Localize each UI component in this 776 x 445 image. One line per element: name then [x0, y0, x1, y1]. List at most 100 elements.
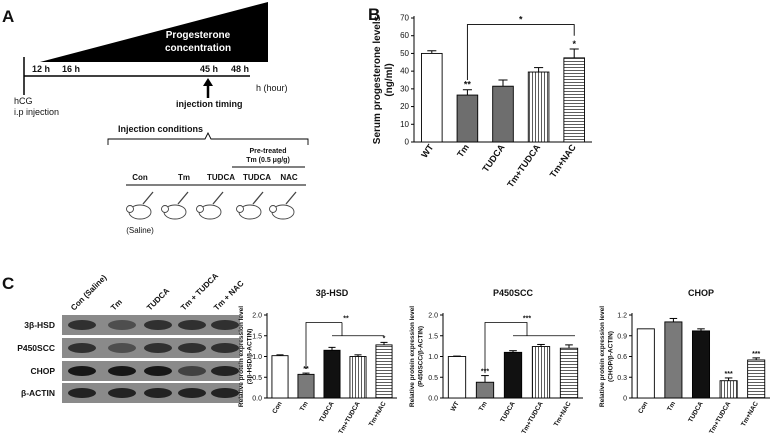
blot-band	[178, 343, 206, 353]
chart-serum-progesterone-ytick-label: 70	[400, 14, 409, 23]
chart-3b-hsd-bar	[323, 349, 341, 399]
chart-serum-progesterone-ytick-label: 40	[400, 67, 409, 76]
chart-serum-progesterone: 0 10 20 30 40 50 60 70 Serum progesterone levels…	[372, 14, 592, 189]
blot-bands	[62, 315, 240, 403]
concentration-label-2: concentration	[165, 43, 231, 54]
chart-p450scc-bar	[447, 356, 467, 399]
chart-chop-ytick-label: 1.2	[617, 313, 627, 320]
group-label-pre-nac: NAC	[280, 173, 298, 182]
blot-row-label: CHOP	[30, 366, 55, 376]
chart-p450scc-bar	[559, 347, 579, 399]
blot-band	[68, 366, 96, 376]
chart-3b-hsd-bracket	[305, 322, 342, 369]
chart-chop-category-label: Tm+TUDCA	[708, 400, 732, 435]
chart-chop-ytick-label: 0.9	[617, 333, 627, 340]
chart-chop-ytick-label: 0	[623, 396, 627, 403]
chart-3b-hsd-ytick-label: 0.5	[252, 375, 262, 382]
blot-band	[108, 366, 136, 376]
blot-row-label: 3β-HSD	[24, 320, 55, 330]
chart-p450scc-category-label: Tm+NAC	[553, 400, 573, 428]
chart-p450scc-category-label: Tm	[478, 400, 489, 412]
chart-3b-hsd-bar	[297, 373, 315, 399]
mouse-icon	[161, 191, 189, 220]
panel-a-letter: A	[2, 7, 14, 26]
chart-chop: CHOP 0 0.3 0.6 0.9 1.2 Relative protein expres…	[599, 288, 770, 435]
pretreated-label-2: Tm (0.5 μg/g)	[246, 157, 290, 164]
chart-3b-hsd-category-label: Tm	[299, 400, 310, 412]
chart-3b-hsd-ylabel-units: (3β-HSD/β-ACTIN)	[247, 329, 254, 385]
chart-serum-progesterone-ytick-label: 30	[400, 84, 409, 93]
chart-3b-hsd-ytick-label: 0.0	[252, 396, 262, 403]
chart-serum-progesterone-category-label: Tm+TUDCA	[505, 142, 542, 189]
chart-serum-progesterone-significance: *	[572, 39, 576, 49]
blot-lane-label: TUDCA	[145, 286, 171, 312]
group-label-pre-tudca: TUDCA	[243, 173, 271, 182]
chart-serum-progesterone-ytick-label: 20	[400, 102, 409, 111]
blot-band	[211, 343, 239, 353]
blot-band	[144, 366, 172, 376]
chart-serum-progesterone-category-label: Tm	[455, 142, 471, 159]
chart-chop-bar	[691, 330, 711, 399]
saline-label: (Saline)	[126, 226, 154, 235]
chart-p450scc-bar	[531, 346, 551, 399]
chart-3b-hsd-bracket-bar	[332, 322, 384, 337]
blot-row-labels: 3β-HSD P450SCC CHOP β-ACTIN	[17, 320, 55, 398]
chart-3b-hsd-category-label: Tm+NAC	[368, 400, 388, 428]
chart-serum-progesterone-bar	[456, 94, 479, 143]
chart-chop-category-label: TUDCA	[687, 400, 705, 423]
concentration-label-1: Progesterone	[166, 30, 231, 41]
chart-3b-hsd-bar	[271, 355, 289, 399]
mouse-icons	[126, 191, 297, 220]
blot-band	[108, 388, 136, 398]
chart-p450scc-ytick-label: 2.0	[428, 313, 438, 320]
chart-p450scc-bar	[475, 381, 495, 399]
mouse-icon	[126, 191, 154, 220]
chart-3b-hsd: 3β-HSD 0.0 0.5 1.0 1.5 2.0 Relative protein ex…	[238, 288, 397, 435]
chart-chop-category-label: Tm+NAC	[740, 400, 760, 428]
chart-serum-progesterone-ytick-label: 10	[400, 120, 409, 129]
chart-serum-progesterone-bracket	[466, 24, 575, 80]
blot-band	[108, 343, 136, 353]
hcg-label-2: i.p injection	[14, 107, 59, 117]
chart-serum-progesterone-ytick-label: 0	[405, 138, 410, 147]
chart-p450scc-ytick-label: 1.5	[428, 333, 438, 340]
tick-12h: 12 h	[32, 64, 50, 74]
concentration-wedge	[40, 2, 268, 62]
blot-band	[68, 320, 96, 330]
chart-chop-bar	[747, 359, 766, 399]
chart-3b-hsd-significance: *	[383, 335, 386, 342]
chart-serum-progesterone-ylabel-units: (ng/ml)	[384, 63, 395, 96]
mouse-icon	[236, 191, 264, 220]
chart-chop-ylabel: Relative protein expression level	[599, 306, 606, 407]
chart-serum-progesterone-category-label: TUDCA	[480, 142, 507, 174]
chart-p450scc: P450SCC 0.0 0.5 1.0 1.5 2.0 Relative protein e…	[409, 288, 583, 435]
panel-a: A Progesterone concentration 12 h 16 h 4…	[2, 2, 309, 235]
chart-chop-ytick-label: 0.3	[617, 375, 627, 382]
pretreated-label-1: Pre-treated	[250, 148, 287, 155]
chart-p450scc-bracket	[484, 322, 528, 374]
chart-p450scc-bar	[503, 351, 523, 399]
chart-3b-hsd-ylabel: Relative protein expression level	[238, 306, 245, 407]
blot-band	[144, 343, 172, 353]
blot-band	[68, 388, 96, 398]
panel-c-letter: C	[2, 274, 14, 293]
hcg-label-1: hCG	[14, 96, 33, 106]
chart-serum-progesterone-bar	[563, 57, 585, 143]
group-label-tudca: TUDCA	[207, 173, 235, 182]
chart-3b-hsd-bar	[349, 356, 367, 399]
mouse-icon	[269, 191, 297, 220]
blot-band	[178, 320, 206, 330]
blot-band	[108, 320, 136, 330]
blot-lane-label: Con (Saline)	[69, 273, 109, 313]
chart-chop-category-label: Tm	[666, 400, 677, 412]
chart-serum-progesterone-bar	[421, 52, 443, 143]
blot-band	[144, 388, 172, 398]
blot-lane-label: Tm	[109, 298, 124, 313]
blot-band	[211, 388, 239, 398]
injection-timing-label: injection timing	[176, 99, 243, 109]
chart-3b-hsd-bar	[375, 344, 393, 399]
chart-chop-ylabel-units: (CHOP/β-ACTIN)	[608, 331, 615, 382]
chart-3b-hsd-title: 3β-HSD	[316, 288, 349, 298]
